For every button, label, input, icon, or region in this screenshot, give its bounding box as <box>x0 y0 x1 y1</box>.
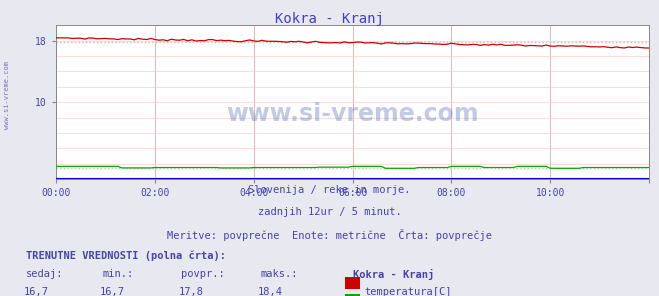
Text: TRENUTNE VREDNOSTI (polna črta):: TRENUTNE VREDNOSTI (polna črta): <box>26 250 226 260</box>
Text: maks.:: maks.: <box>260 269 298 279</box>
Text: Slovenija / reke in morje.: Slovenija / reke in morje. <box>248 185 411 195</box>
Text: 17,8: 17,8 <box>179 287 204 296</box>
Text: temperatura[C]: temperatura[C] <box>364 287 452 296</box>
Text: 16,7: 16,7 <box>24 287 49 296</box>
Text: www.si-vreme.com: www.si-vreme.com <box>3 61 10 129</box>
Text: Kokra - Kranj: Kokra - Kranj <box>353 269 434 280</box>
Text: povpr.:: povpr.: <box>181 269 225 279</box>
Text: min.:: min.: <box>102 269 133 279</box>
Text: Meritve: povprečne  Enote: metrične  Črta: povprečje: Meritve: povprečne Enote: metrične Črta:… <box>167 229 492 241</box>
Text: Kokra - Kranj: Kokra - Kranj <box>275 12 384 26</box>
Text: zadnjih 12ur / 5 minut.: zadnjih 12ur / 5 minut. <box>258 207 401 217</box>
Text: 18,4: 18,4 <box>258 287 283 296</box>
Text: www.si-vreme.com: www.si-vreme.com <box>226 102 479 126</box>
Text: 16,7: 16,7 <box>100 287 125 296</box>
Text: sedaj:: sedaj: <box>26 269 64 279</box>
